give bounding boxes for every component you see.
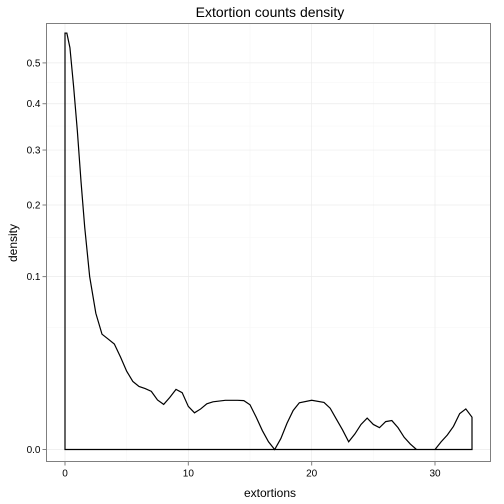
- chart-title: Extortion counts density: [196, 4, 345, 20]
- y-tick-label: 0.5: [27, 58, 41, 69]
- y-axis: 0.0 0.1 0.2 0.3 0.4 0.5: [27, 58, 47, 456]
- x-axis-label: extortions: [244, 486, 296, 500]
- y-tick-label: 0.1: [27, 272, 41, 283]
- x-tick-label: 30: [429, 469, 441, 480]
- panel-border: [46, 23, 491, 462]
- x-tick-label: 0: [62, 469, 68, 480]
- x-tick-label: 10: [183, 469, 195, 480]
- y-tick-label: 0.2: [27, 200, 41, 211]
- y-tick-label: 0.3: [27, 146, 41, 157]
- density-line: [64, 32, 473, 451]
- y-axis-label: density: [6, 224, 20, 262]
- y-tick-label: 0.0: [27, 445, 41, 456]
- x-tick-label: 20: [306, 469, 318, 480]
- x-axis: 0 10 20 30: [62, 461, 441, 480]
- y-tick-label: 0.4: [27, 99, 41, 110]
